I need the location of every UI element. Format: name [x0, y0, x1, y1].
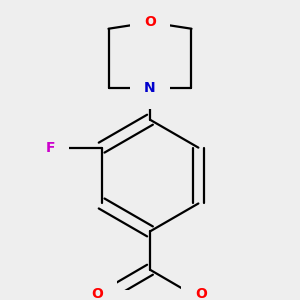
Text: F: F [46, 141, 55, 154]
Text: O: O [144, 15, 156, 29]
Text: N: N [144, 81, 156, 95]
Text: O: O [195, 287, 207, 300]
Text: O: O [92, 287, 103, 300]
